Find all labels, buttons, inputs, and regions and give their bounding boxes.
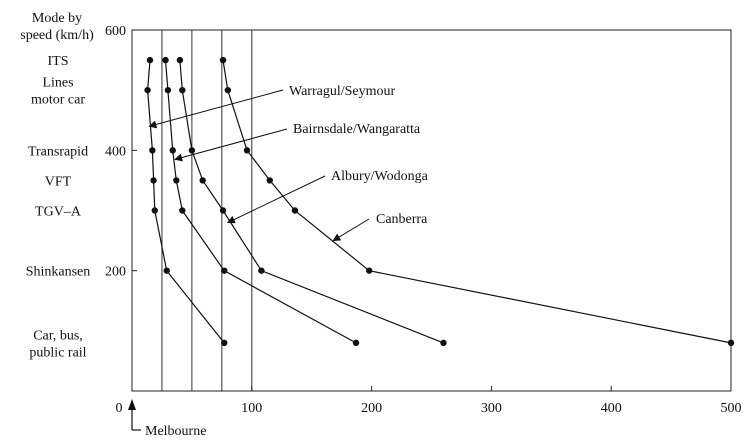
origin-marker-label: Melbourne: [145, 424, 206, 439]
y-axis-title: Mode by speed (km/h): [20, 11, 94, 43]
annotation-label-albury-wodonga: Albury/Wodonga: [331, 169, 429, 184]
data-point-bairnsdale-wangaratta-5: [221, 267, 228, 274]
data-point-albury-wodonga-5: [258, 267, 265, 274]
y-axis-title-line: speed (km/h): [20, 28, 94, 43]
annotation-label-canberra: Canberra: [376, 212, 428, 227]
annotation-arrow-albury-wodonga: [226, 175, 326, 224]
y-axis-title-line: Mode by: [32, 11, 82, 26]
mode-label-line: Lines: [42, 76, 73, 91]
series-line-bairnsdale-wangaratta: [164, 60, 357, 344]
mode-label-line: Shinkansen: [26, 265, 91, 280]
data-point-albury-wodonga-0: [176, 56, 184, 64]
data-point-bairnsdale-wangaratta-1: [164, 86, 172, 94]
mode-label-line: motor car: [31, 93, 85, 108]
y-tick-label-400: 400: [105, 144, 126, 159]
mode-label-vft: VFT: [45, 174, 72, 189]
y-tick-label-600: 600: [105, 24, 126, 39]
x-tick-label-100: 100: [241, 401, 262, 416]
data-point-bairnsdale-wangaratta-6: [352, 339, 360, 347]
series-line-albury-wodonga: [179, 60, 444, 344]
mode-label-transrapid: Transrapid: [28, 144, 88, 159]
data-point-bairnsdale-wangaratta-3: [173, 177, 180, 184]
data-point-albury-wodonga-2: [188, 147, 196, 154]
mode-label-its: ITS: [48, 54, 69, 69]
mode-label-line: Car, bus,: [33, 328, 83, 343]
data-point-warragul-seymour-6: [221, 339, 228, 347]
data-point-bairnsdale-wangaratta-2: [169, 147, 176, 154]
x-axis: 100 200 300 400 500 0: [116, 386, 742, 416]
mode-label-line: TGV–A: [35, 205, 82, 220]
series-points: [144, 56, 735, 347]
data-point-canberra-0: [219, 56, 227, 64]
plot-border: [131, 29, 732, 392]
mode-label-shinkansen: Shinkansen: [26, 265, 91, 280]
data-point-bairnsdale-wangaratta-4: [179, 207, 186, 214]
x-tick-label-0: 0: [116, 401, 123, 416]
annotation-label-warragul-seymour: Warragul/Seymour: [289, 84, 396, 99]
data-point-canberra-1: [224, 86, 232, 94]
mode-label-line: ITS: [48, 54, 69, 69]
data-point-warragul-seymour-0: [146, 56, 154, 64]
data-point-albury-wodonga-1: [179, 86, 186, 94]
data-point-albury-wodonga-4: [219, 207, 227, 214]
mode-label-car-bus-public-rail: Car, bus, public rail: [29, 328, 86, 360]
annotation-arrow-bairnsdale-wangaratta: [174, 128, 288, 162]
reference-lines: [161, 30, 253, 391]
annotation-label-bairnsdale-wangaratta: Bairnsdale/Wangaratta: [293, 122, 421, 137]
data-point-albury-wodonga-3: [199, 177, 206, 184]
data-point-warragul-seymour-3: [150, 177, 157, 184]
mode-label-tgv-a: TGV–A: [35, 205, 82, 220]
data-point-warragul-seymour-4: [151, 207, 158, 214]
data-point-bairnsdale-wangaratta-0: [162, 56, 169, 64]
data-point-warragul-seymour-2: [149, 147, 156, 154]
mode-label-line: Transrapid: [28, 144, 88, 159]
annotation-arrow-canberra: [332, 218, 370, 242]
origin-marker-arrowhead: [128, 399, 136, 410]
data-point-canberra-2: [243, 147, 251, 154]
origin-marker: Melbourne: [128, 399, 206, 439]
data-point-albury-wodonga-6: [440, 339, 447, 347]
data-point-warragul-seymour-5: [163, 267, 170, 274]
annotations: Warragul/Seymour Bairnsdale/Wangaratta Alb…: [148, 84, 429, 242]
mode-labels: ITS Lines motor car Transrapid VFT TGV–A Shink…: [26, 54, 91, 360]
series-line-warragul-seymour: [146, 60, 225, 344]
series-line-canberra: [222, 60, 732, 344]
mode-label-lines-motor-car: Lines motor car: [31, 76, 85, 108]
data-point-canberra-5: [366, 267, 373, 274]
data-point-warragul-seymour-1: [144, 86, 151, 94]
y-axis: 200 400 600 Mode by speed (km/h): [20, 11, 137, 280]
plot-frame: [131, 29, 732, 392]
data-point-canberra-3: [266, 177, 273, 184]
x-tick-label-500: 500: [721, 401, 742, 416]
x-tick-label-300: 300: [481, 401, 502, 416]
y-tick-label-200: 200: [105, 265, 126, 280]
mode-label-line: public rail: [29, 345, 86, 360]
annotation-arrow-warragul-seymour: [148, 89, 284, 129]
data-point-canberra-4: [291, 207, 299, 214]
data-point-canberra-6: [727, 339, 735, 347]
mode-label-line: VFT: [45, 174, 72, 189]
x-tick-label-200: 200: [361, 401, 382, 416]
x-tick-label-400: 400: [601, 401, 622, 416]
